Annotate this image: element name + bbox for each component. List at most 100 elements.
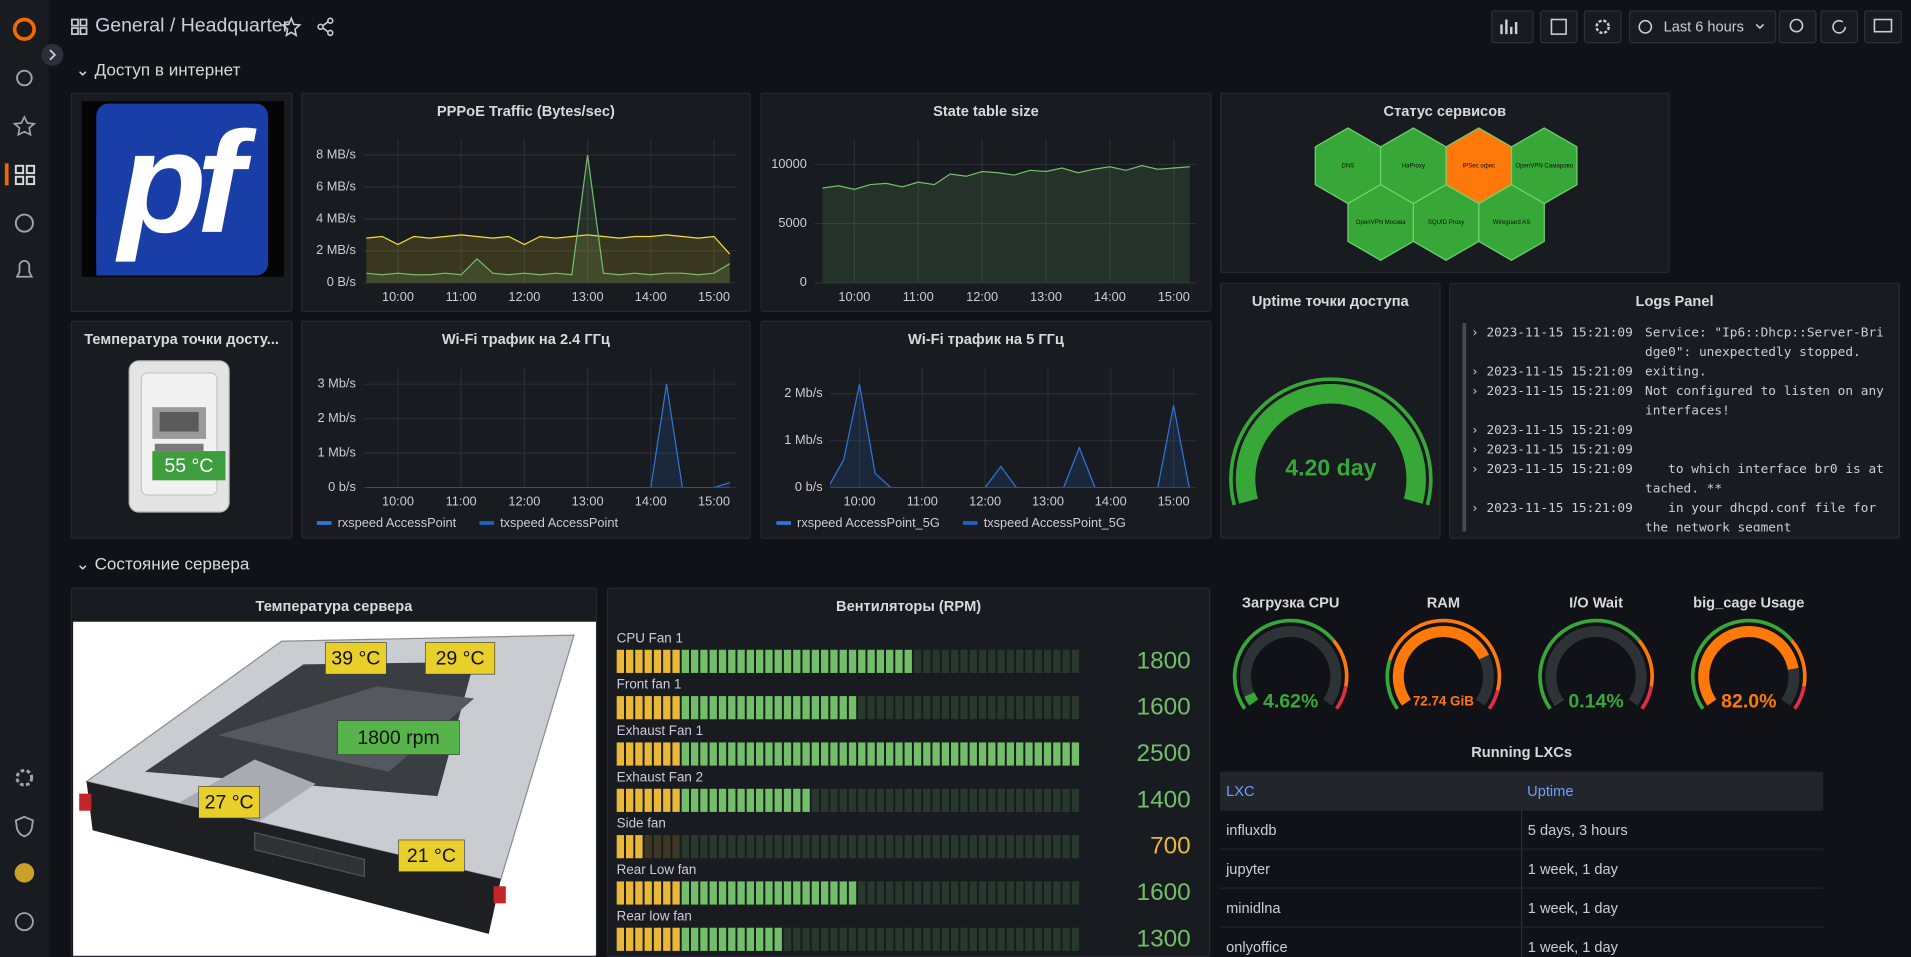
panel-title[interactable]: Температура сервера xyxy=(255,597,413,615)
panel-title[interactable]: State table size xyxy=(933,102,1039,120)
cell xyxy=(997,742,1005,766)
gauge-threshold xyxy=(1335,685,1348,710)
cell xyxy=(811,788,820,812)
panel-title[interactable]: Температура точки досту... xyxy=(84,330,279,348)
cell xyxy=(793,649,801,673)
logo-image: pf xyxy=(81,101,284,277)
cell xyxy=(858,927,866,951)
cell xyxy=(904,881,912,905)
save-icon xyxy=(1550,18,1567,35)
panel-title[interactable]: Статус сервисов xyxy=(1383,102,1507,120)
share-button[interactable] xyxy=(317,17,334,37)
panel-title[interactable]: Running LXCs xyxy=(1471,743,1572,761)
search-icon[interactable] xyxy=(16,69,33,87)
cell xyxy=(941,649,950,673)
table-row: onlyoffice 1 week, 1 day xyxy=(1219,927,1824,957)
cell xyxy=(625,649,634,673)
cell xyxy=(913,696,922,720)
alerting-icon[interactable] xyxy=(15,260,34,278)
fan-value: 1300 xyxy=(1137,925,1191,952)
cell xyxy=(635,649,643,673)
cell xyxy=(616,881,625,905)
save-button[interactable] xyxy=(1539,10,1578,44)
cell xyxy=(765,742,773,766)
refresh-button[interactable] xyxy=(1820,10,1858,44)
cell xyxy=(1053,742,1061,766)
line xyxy=(822,165,1190,190)
gauge-value xyxy=(1235,384,1426,504)
row-title[interactable]: ⌄ Доступ в интернет xyxy=(75,59,241,80)
caret xyxy=(1755,23,1765,30)
breadcrumb-folder[interactable]: General xyxy=(95,15,165,37)
cell xyxy=(997,696,1005,720)
fans-panel: CPU Fan 1 1800 Front fan 1 1600 Exhaust Fan … xyxy=(606,587,1211,957)
cell xyxy=(951,881,959,905)
panel-title[interactable]: Wi-Fi трафик на 5 ГГц xyxy=(908,330,1064,348)
config-icon[interactable] xyxy=(15,768,34,787)
sidebar-bg xyxy=(0,0,49,957)
grafana-logo[interactable] xyxy=(12,17,36,41)
add-panel-icon xyxy=(1500,19,1518,35)
cell xyxy=(932,927,940,951)
panel-title[interactable]: Logs Panel xyxy=(1635,292,1714,310)
panel-title[interactable]: PPPoE Traffic (Bytes/sec) xyxy=(436,102,615,120)
table-row: jupyter 1 week, 1 day xyxy=(1219,849,1824,889)
log-entry: › 2023-11-15 15:21:09 Not configured to l… xyxy=(1466,382,1891,421)
state-panel: 0 5000 10000 10:00 11:00 12:00 13:00 14:00 15:00… xyxy=(760,92,1212,313)
cell xyxy=(904,927,912,951)
sensor-box xyxy=(398,839,465,872)
cell xyxy=(1062,696,1070,720)
log-chevron: › xyxy=(1471,442,1487,458)
dashboards-icon[interactable] xyxy=(14,164,36,186)
cell xyxy=(820,835,829,859)
cell xyxy=(783,927,792,951)
admin-icon[interactable] xyxy=(14,815,34,838)
zoom-out-button[interactable] xyxy=(1778,10,1817,44)
cell xyxy=(635,696,643,720)
cell xyxy=(1006,835,1015,859)
panel-title[interactable]: Uptime точки доступа xyxy=(1251,292,1409,310)
log-time: 2023-11-15 15:21:09 xyxy=(1486,442,1633,458)
area xyxy=(366,384,730,488)
user-avatar[interactable] xyxy=(14,863,35,883)
cell xyxy=(644,788,652,812)
cell xyxy=(858,788,866,812)
time-picker[interactable] xyxy=(1628,10,1777,44)
cell xyxy=(867,696,875,720)
star-button[interactable] xyxy=(280,16,302,37)
gauge-threshold xyxy=(1229,377,1433,506)
explore-icon[interactable] xyxy=(14,213,34,233)
ap-temp-panel: 55 °C Температура точки досту... xyxy=(70,320,293,539)
fan-bar xyxy=(616,742,1080,766)
cell xyxy=(783,835,792,859)
breadcrumb-dashboard[interactable]: Headquarter xyxy=(180,15,290,37)
panel-title[interactable]: Вентиляторы (RPM) xyxy=(836,597,982,615)
help-icon[interactable] xyxy=(14,912,34,932)
sidebar-toggle[interactable] xyxy=(40,43,64,67)
fan-bar xyxy=(616,835,1080,859)
settings-button[interactable] xyxy=(1583,10,1622,44)
column-header: Uptime xyxy=(1521,771,1824,811)
row-title[interactable]: ⌄ Состояние сервера xyxy=(75,553,250,573)
cell xyxy=(644,742,652,766)
cell xyxy=(1043,881,1052,905)
cell xyxy=(820,742,829,766)
starred-icon[interactable] xyxy=(12,115,37,137)
cell xyxy=(793,742,801,766)
cell xyxy=(774,649,782,673)
tv-mode-button[interactable] xyxy=(1864,10,1902,44)
cell xyxy=(774,696,782,720)
cell xyxy=(718,881,727,905)
cell xyxy=(755,927,764,951)
sensor-box xyxy=(198,786,260,819)
x-tick-label: 14:00 xyxy=(635,494,667,509)
cell xyxy=(681,742,690,766)
sidebar xyxy=(0,0,49,957)
cell xyxy=(718,696,727,720)
add-panel-button[interactable] xyxy=(1491,10,1534,44)
time-range: Last 6 hours xyxy=(1664,19,1744,35)
cell xyxy=(978,881,987,905)
panel-title[interactable]: Wi-Fi трафик на 2.4 ГГц xyxy=(441,330,610,348)
cell xyxy=(960,835,968,859)
y-tick-label: 6 MB/s xyxy=(316,178,356,193)
